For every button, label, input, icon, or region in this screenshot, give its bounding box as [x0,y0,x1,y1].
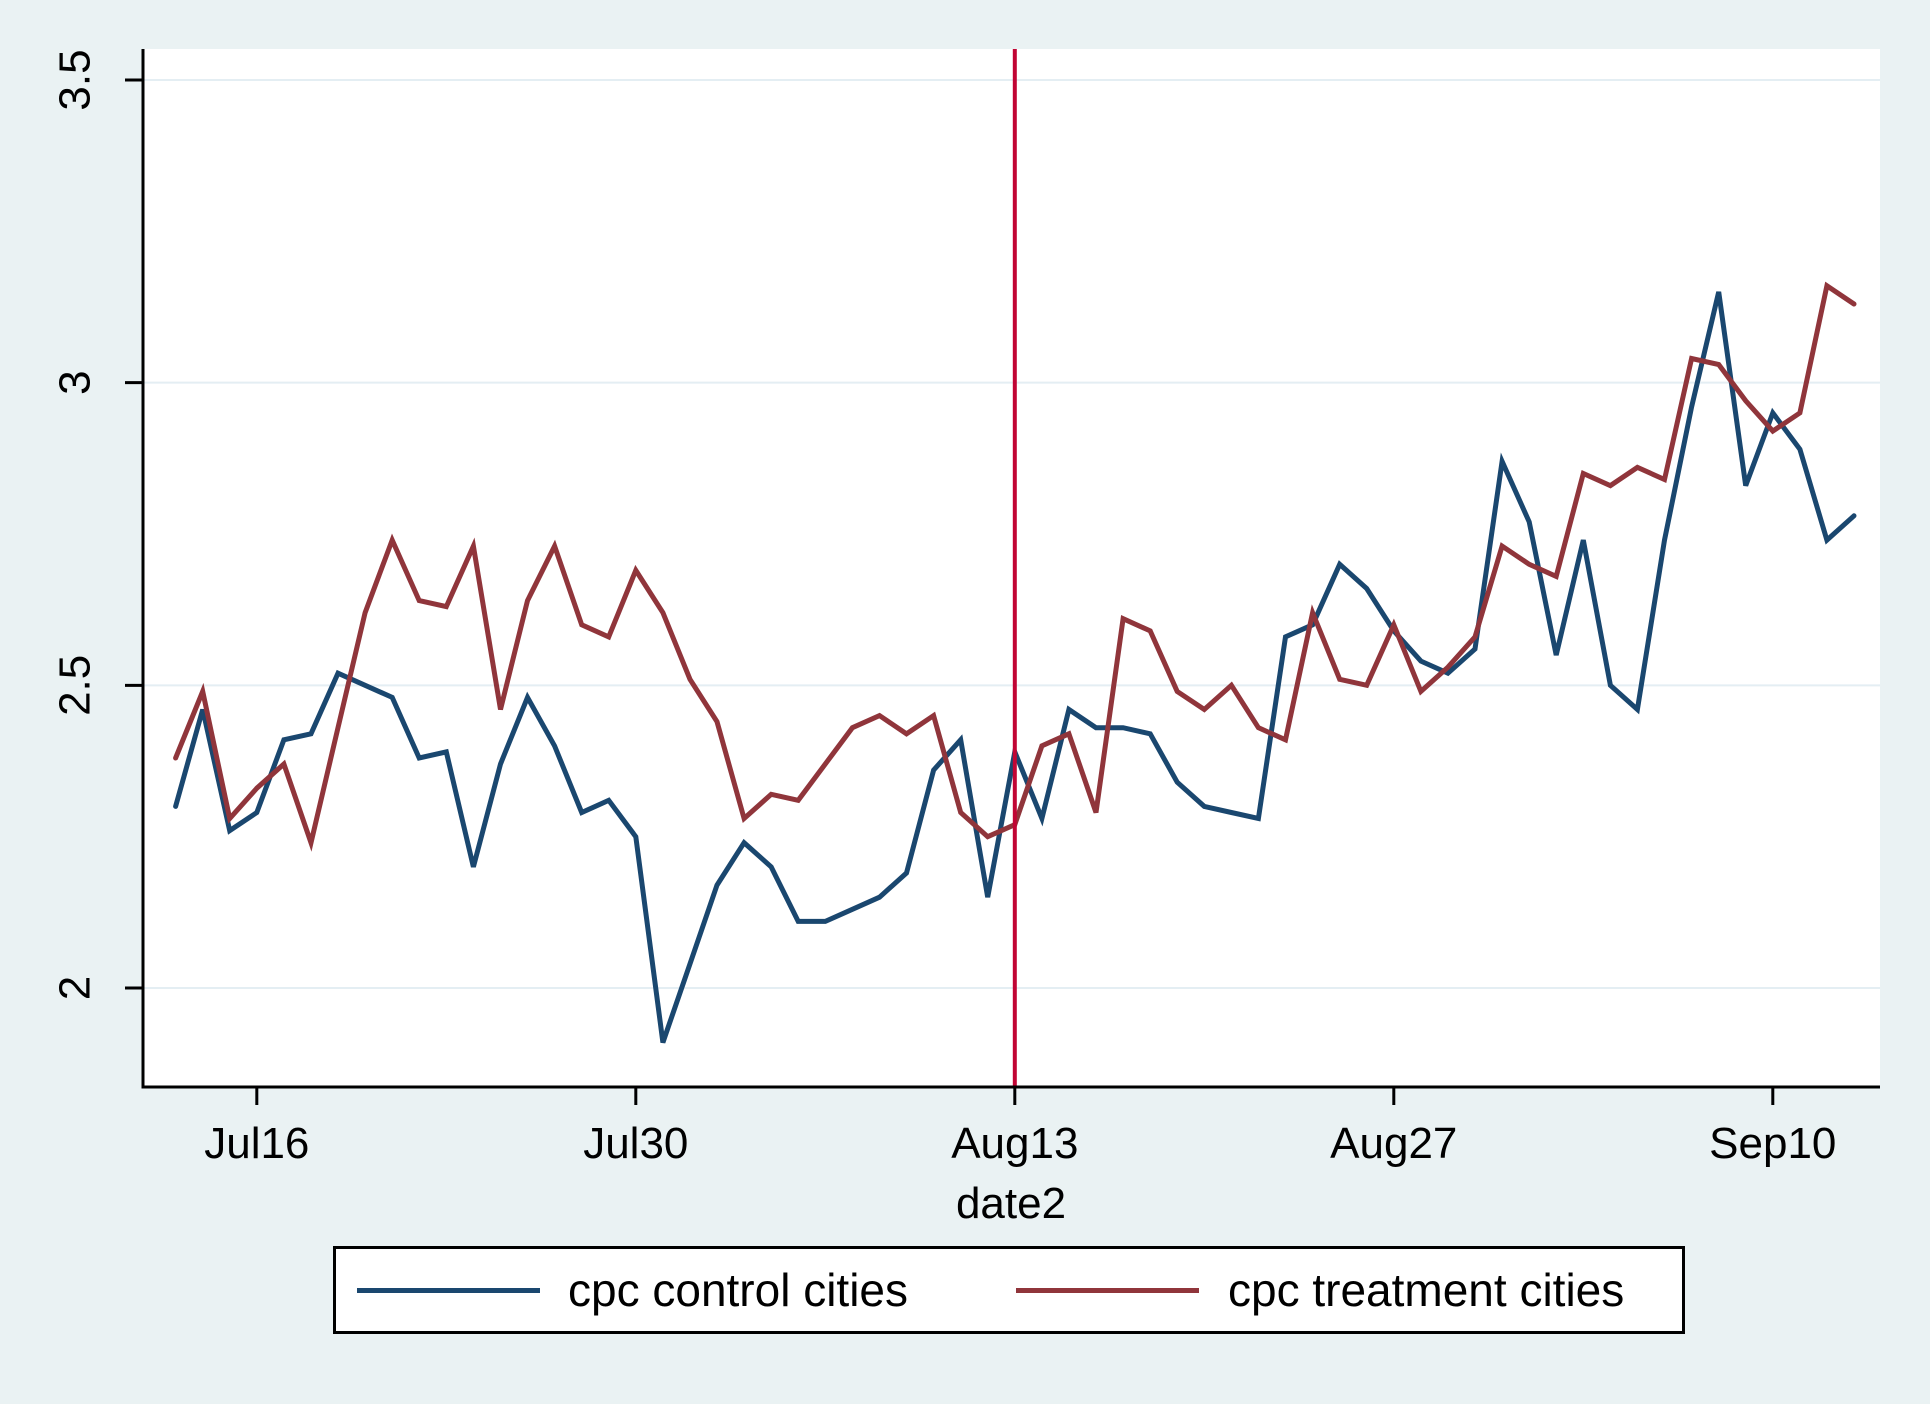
axes: 2 2.5 3 3.5 Jul16 Jul30 Aug13 Aug27 Sep10 [51,49,1880,1168]
x-tick-label-Aug27: Aug27 [1330,1119,1457,1168]
y-tick-label-3.5: 3.5 [51,49,100,110]
legend-label-control: cpc control cities [568,1264,909,1316]
y-tick-label-2.5: 2.5 [51,655,100,716]
legend-label-treatment: cpc treatment cities [1228,1264,1625,1316]
y-tick-label-2: 2 [51,976,100,1000]
legend-swatch-treatment [1016,1288,1199,1293]
x-tick-label-Jul30: Jul30 [583,1119,688,1168]
legend-swatch-control [357,1288,540,1293]
x-tick-label-Aug13: Aug13 [951,1119,1078,1168]
legend: cpc control cities cpc treatment cities [333,1246,1685,1334]
x-tick-label-Jul16: Jul16 [204,1119,309,1168]
y-tick-label-3: 3 [51,370,100,394]
x-tick-label-Sep10: Sep10 [1709,1119,1836,1168]
series-lines [173,49,1857,1087]
x-axis-title: date2 [956,1179,1066,1228]
